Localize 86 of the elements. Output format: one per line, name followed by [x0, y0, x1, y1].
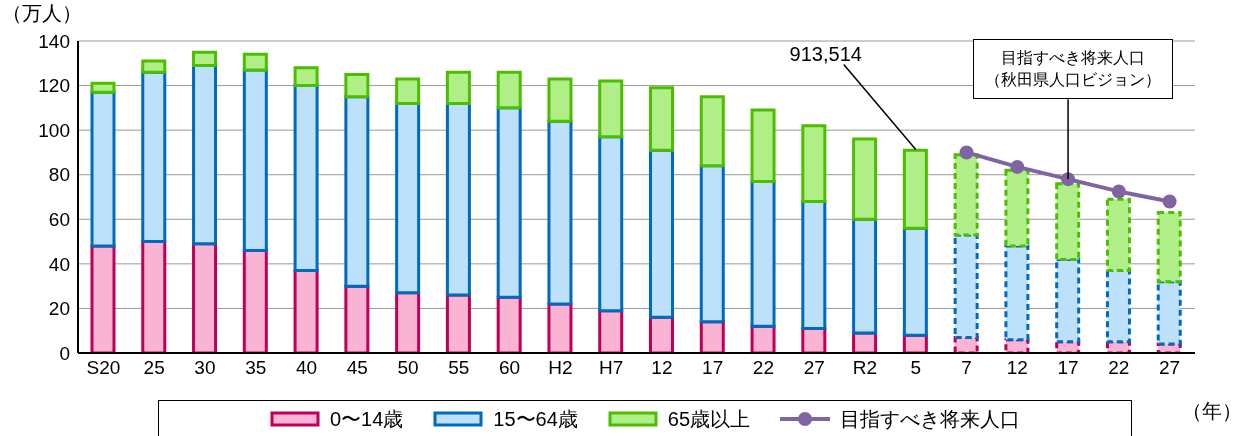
y-tick-label: 140	[38, 30, 70, 52]
bar	[801, 124, 827, 203]
y-tick-label: 100	[38, 119, 70, 141]
bar	[445, 70, 471, 105]
bar	[1105, 197, 1131, 273]
legend-label: 15〜64歳	[493, 406, 578, 432]
bar	[141, 59, 167, 74]
bar	[852, 137, 878, 221]
y-tick-label: 0	[59, 342, 70, 364]
legend-label: 0〜14歳	[329, 406, 404, 432]
x-tick-label: 27	[803, 357, 825, 379]
bar	[1055, 182, 1081, 261]
bar	[953, 335, 979, 353]
x-tick-label: 12	[651, 357, 673, 379]
bar	[699, 320, 725, 353]
bar	[1105, 269, 1131, 344]
y-tick-label: 80	[48, 164, 70, 186]
bar	[141, 240, 167, 353]
bar	[192, 50, 218, 68]
y-tick-label: 120	[38, 75, 70, 97]
legend-label: 65歳以上	[667, 406, 751, 432]
x-tick-label: S20	[86, 357, 121, 379]
x-tick-label: R2	[852, 357, 878, 379]
x-tick-label: H7	[598, 357, 624, 379]
bar	[699, 164, 725, 324]
bar	[90, 81, 116, 94]
bar	[1055, 257, 1081, 344]
bar	[1156, 211, 1182, 284]
bar	[192, 242, 218, 353]
bar	[598, 309, 624, 353]
x-tick-label: H2	[548, 357, 573, 379]
bar	[902, 148, 928, 230]
point	[959, 145, 974, 160]
x-tick-label: 17	[1057, 357, 1079, 379]
bar	[395, 77, 421, 105]
bar	[699, 95, 725, 168]
x-tick-label: 22	[1108, 357, 1130, 379]
point	[1111, 184, 1126, 199]
bar	[1004, 168, 1030, 248]
x-tick-label: 17	[702, 357, 724, 379]
x-tick-label: 45	[346, 357, 368, 379]
bar	[395, 291, 421, 353]
bar	[496, 106, 522, 299]
bar	[598, 135, 624, 313]
y-tick-label: 40	[48, 253, 70, 275]
annotation: 目指すべき将来人口（秋田県人口ビジョン）	[984, 48, 1163, 91]
y-tick-label: 60	[48, 209, 70, 231]
bar	[547, 77, 573, 123]
x-tick-label: 50	[397, 357, 419, 379]
bar	[293, 269, 319, 353]
x-tick-label: 27	[1159, 357, 1181, 379]
bar	[953, 233, 979, 339]
x-tick-label: 12	[1006, 357, 1028, 379]
point	[1010, 159, 1025, 174]
x-tick-label: 30	[194, 357, 216, 379]
bar	[293, 84, 319, 273]
bar	[344, 72, 370, 99]
annotation: 913,514	[789, 43, 862, 66]
bar	[496, 70, 522, 110]
callout-box: 目指すべき将来人口（秋田県人口ビジョン）	[973, 39, 1174, 100]
x-tick-label: 35	[245, 357, 267, 379]
bar	[1004, 244, 1030, 342]
bar	[192, 64, 218, 246]
bar	[547, 302, 573, 353]
x-tick-label: 25	[143, 357, 165, 379]
bar	[649, 86, 674, 152]
bar	[344, 95, 370, 288]
bar	[598, 79, 624, 139]
point	[1162, 194, 1177, 209]
x-axis-title: （年）	[1182, 399, 1236, 424]
bar	[953, 153, 979, 237]
point	[1061, 172, 1076, 187]
x-tick-label: 22	[752, 357, 774, 379]
x-tick-label: 60	[499, 357, 521, 379]
y-axis-title: （万人）	[2, 1, 82, 26]
legend-label: 目指すべき将来人口	[840, 406, 1021, 432]
y-tick-label: 20	[48, 298, 70, 320]
x-tick-label: 55	[448, 357, 470, 379]
bar	[1156, 280, 1182, 346]
x-tick-label: 7	[961, 357, 972, 379]
bar	[750, 108, 776, 183]
x-tick-label: 5	[910, 357, 922, 379]
bar	[242, 68, 268, 252]
bar	[293, 66, 319, 88]
x-tick-label: 40	[295, 357, 318, 379]
bar	[242, 52, 268, 72]
